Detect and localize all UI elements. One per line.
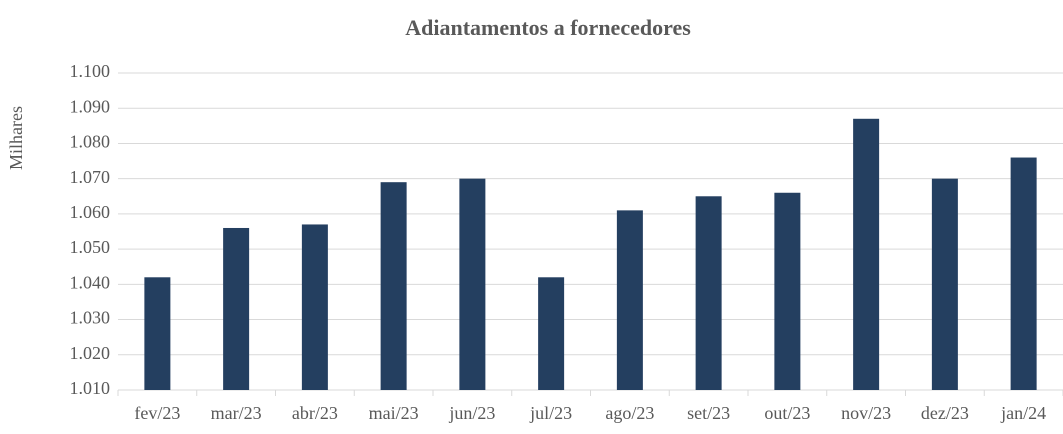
y-tick-label: 1.020	[70, 343, 111, 363]
bar	[538, 277, 565, 390]
bar	[144, 277, 171, 390]
bar	[853, 118, 880, 391]
y-tick-label: 1.070	[70, 167, 111, 187]
x-tick-label: jul/23	[529, 403, 572, 423]
x-tick-label: jun/23	[448, 403, 495, 423]
bar	[774, 192, 801, 390]
bar	[1010, 157, 1037, 390]
x-tick-label: abr/23	[292, 403, 338, 423]
bar	[301, 224, 328, 390]
chart-title: Adiantamentos a fornecedores	[405, 15, 691, 40]
x-tick-label: nov/23	[841, 403, 891, 423]
y-tick-label: 1.090	[70, 96, 111, 116]
x-tick-label: dez/23	[921, 403, 969, 423]
bar	[616, 210, 643, 390]
x-tick-label: jan/24	[1000, 403, 1046, 423]
y-axis-title: Milhares	[6, 106, 26, 170]
x-tick-label: set/23	[687, 403, 730, 423]
x-tick-label: mar/23	[211, 403, 262, 423]
y-tick-label: 1.010	[70, 378, 111, 398]
y-tick-label: 1.040	[70, 272, 111, 292]
x-tick-label: ago/23	[605, 403, 654, 423]
x-tick-label: fev/23	[134, 403, 180, 423]
bar	[459, 178, 486, 390]
y-tick-label: 1.080	[70, 132, 111, 152]
bar	[223, 227, 250, 390]
x-tick-label: out/23	[764, 403, 810, 423]
x-tick-label: mai/23	[369, 403, 419, 423]
bar	[695, 196, 722, 390]
bar	[380, 182, 407, 390]
y-tick-label: 1.100	[70, 61, 111, 81]
y-tick-label: 1.060	[70, 202, 111, 222]
y-tick-label: 1.050	[70, 237, 111, 257]
y-tick-label: 1.030	[70, 308, 111, 328]
bar	[931, 178, 958, 390]
